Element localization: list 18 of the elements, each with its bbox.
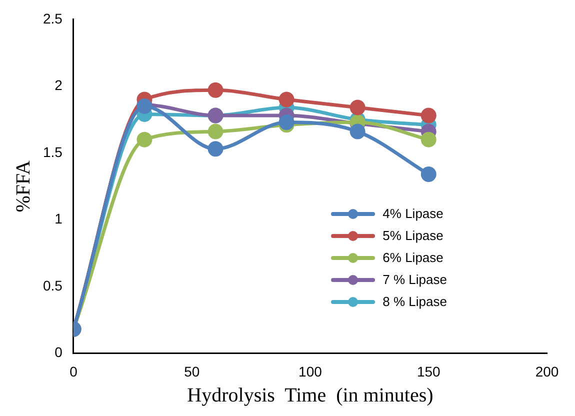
legend-label: 6% Lipase — [382, 249, 444, 267]
y-tick-label: 1 — [54, 210, 63, 227]
x-tick-label: 0 — [70, 363, 78, 380]
x-tick-label: 50 — [184, 363, 200, 380]
y-tick-label: 2.5 — [42, 10, 63, 26]
y-tick-label: 0 — [54, 344, 63, 360]
y-axis-title: %FFA — [12, 160, 34, 212]
x-tick-label: 150 — [416, 363, 441, 380]
y-tick-label: 1.5 — [42, 144, 63, 160]
legend-label: 7 % Lipase — [382, 271, 447, 289]
x-tick-label: 100 — [298, 363, 322, 380]
x-tick-label: 200 — [535, 363, 559, 380]
y-tick-label: 0.5 — [42, 277, 63, 294]
x-axis-title: Hydrolysis Time (in minutes) — [187, 384, 434, 406]
legend-label: 4% Lipase — [382, 205, 444, 223]
legend-label: 5% Lipase — [382, 227, 444, 245]
y-tick-label: 2 — [54, 77, 63, 94]
legend-label: 8 % Lipase — [382, 293, 447, 311]
